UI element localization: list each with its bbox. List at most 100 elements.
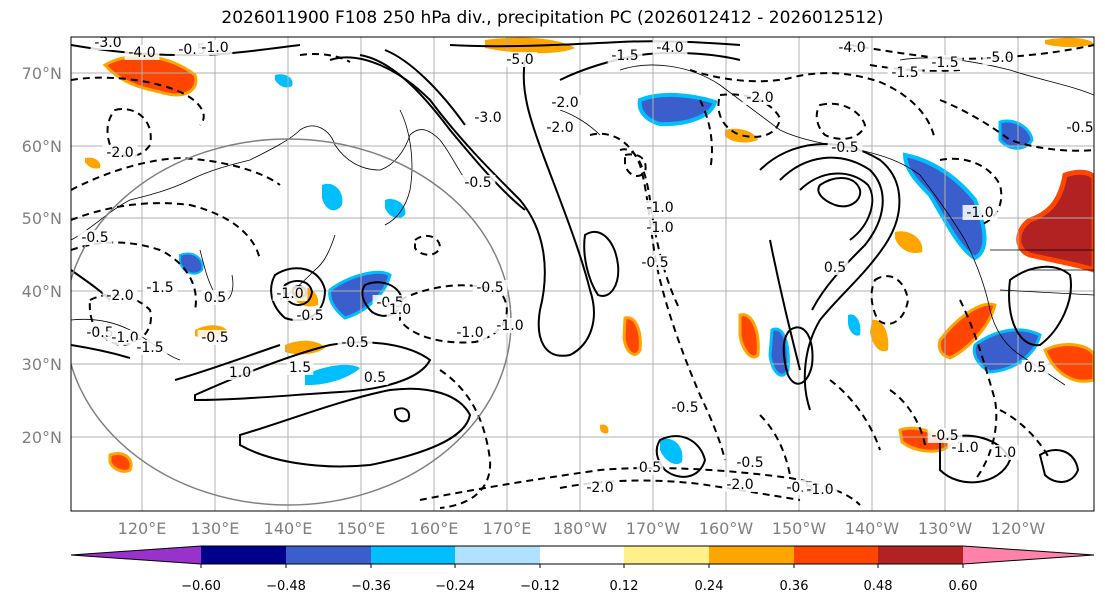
contour-negative [815,102,867,140]
contour-label-bg [102,145,138,160]
contour-label-bg [337,335,373,350]
contour-label: -2.0 [586,480,613,496]
contour-label-bg [124,45,160,60]
contour-label-bg [636,460,664,475]
coastline-asia [71,125,471,241]
contour-label-bg [991,445,1019,460]
map-content [71,37,1094,511]
contour-positive [817,177,862,208]
contour-label-bg [667,400,703,415]
contour-positive [239,387,472,468]
contour-label-bg [142,280,178,295]
contour-positive [1008,265,1072,347]
colorbar-tick-label: −0.60 [181,579,221,594]
contour-label-bg [452,325,488,340]
lon-label: 130°W [918,519,973,538]
lon-label: 170°W [626,519,681,538]
colorbar-swatch [286,546,371,564]
contour-label: -2.0 [106,145,133,161]
contour-label: -1.0 [201,40,228,56]
colorbar-swatch [371,546,455,564]
contour-negative [71,202,261,261]
contour-label: -0.5 [1066,120,1093,136]
lon-label: 160°E [410,519,459,538]
precip-blob-positive [1016,169,1094,273]
colorbar-swatch [201,546,286,564]
contour-negative [699,99,713,171]
colorbar-extend-low [71,546,202,564]
colorbar-extend-high [963,546,1094,564]
precip-blob-negative [660,438,683,465]
contour-label: -3.0 [474,110,501,126]
contour-label: -1.0 [496,318,523,334]
contour-label-bg [982,50,1018,65]
contour-label-bg [637,255,673,270]
contour-label-bg [1062,120,1098,135]
precip-blob-positive [1043,343,1094,383]
lon-label: 140°W [845,519,900,538]
precip-blob-negative [179,252,204,275]
contour-label-bg [827,140,863,155]
contour-label: -1.5 [146,280,173,296]
colorbar-tick-label: −0.48 [266,579,306,594]
contour-label-bg [642,200,678,215]
lon-labels: 120°E 130°E 140°E 150°E 160°E 170°E 180°… [118,519,1046,538]
lon-label: 120°W [991,519,1046,538]
contour-label-bg [927,55,963,70]
contour-label-bg [742,90,778,105]
contour-label-bg [90,35,126,50]
contour-label-bg [286,360,314,375]
contour-label: -2.0 [546,120,573,136]
contour-label-bg [652,40,688,55]
contour-label: 1.0 [994,445,1016,461]
contour-label-bg [802,482,838,497]
contour-label: -0.5 [931,428,958,444]
colorbar-swatch [455,546,540,564]
contour-label: -3.0 [94,35,121,51]
contour-label: -1.0 [111,330,138,346]
contour-negative [299,52,351,63]
contour-label: 0.5 [204,290,226,306]
colorbar-swatch [878,546,963,564]
precip-blob-positive [108,452,133,473]
contour-label-bg [887,65,923,80]
contour-label: -1.0 [806,482,833,498]
contour-label: 1.0 [389,302,411,318]
contour-negative [999,409,1051,461]
lat-label: 20°N [22,428,62,447]
contour-label-bg [361,370,389,385]
contour-label: -5.0 [986,50,1013,66]
map-frame [70,36,1095,512]
contour-negative [624,153,647,177]
precip-blob-positive [285,340,325,355]
contour-positive [174,344,281,381]
contour-label: -0.5 [341,335,368,351]
contour-label: -0.5 [476,280,503,296]
lat-label: 60°N [22,137,62,156]
precip-blob-negative [305,364,360,386]
colorbar-swatch [624,546,709,564]
precip-blob-positive [738,313,760,359]
lat-labels: 70°N 60°N 50°N 40°N 30°N 20°N [22,64,62,447]
colorbar-swatch [540,546,624,564]
precip-blob-negative [848,314,861,336]
contour-label-bg [201,290,229,305]
contour-label: 0.5 [639,460,661,476]
colorbar-swatch [709,546,794,564]
precip-blob-positive [870,319,889,352]
contour-label-bg [821,260,849,275]
colorbar-tick-label: 0.48 [864,579,893,594]
precip-blob-positive [1045,37,1094,47]
contour-positive [449,40,741,48]
contour-label-bg [542,120,578,135]
contour-label-bg [102,288,138,303]
contour-negative [439,369,492,509]
contour-label: -1.0 [456,325,483,341]
lon-label: 150°E [337,519,386,538]
coastline-bering [559,109,601,136]
contour-positive [384,49,466,126]
precip-blob-negative [637,92,718,127]
contour-positive [329,56,595,357]
contour-label: -0.5 [736,455,763,471]
